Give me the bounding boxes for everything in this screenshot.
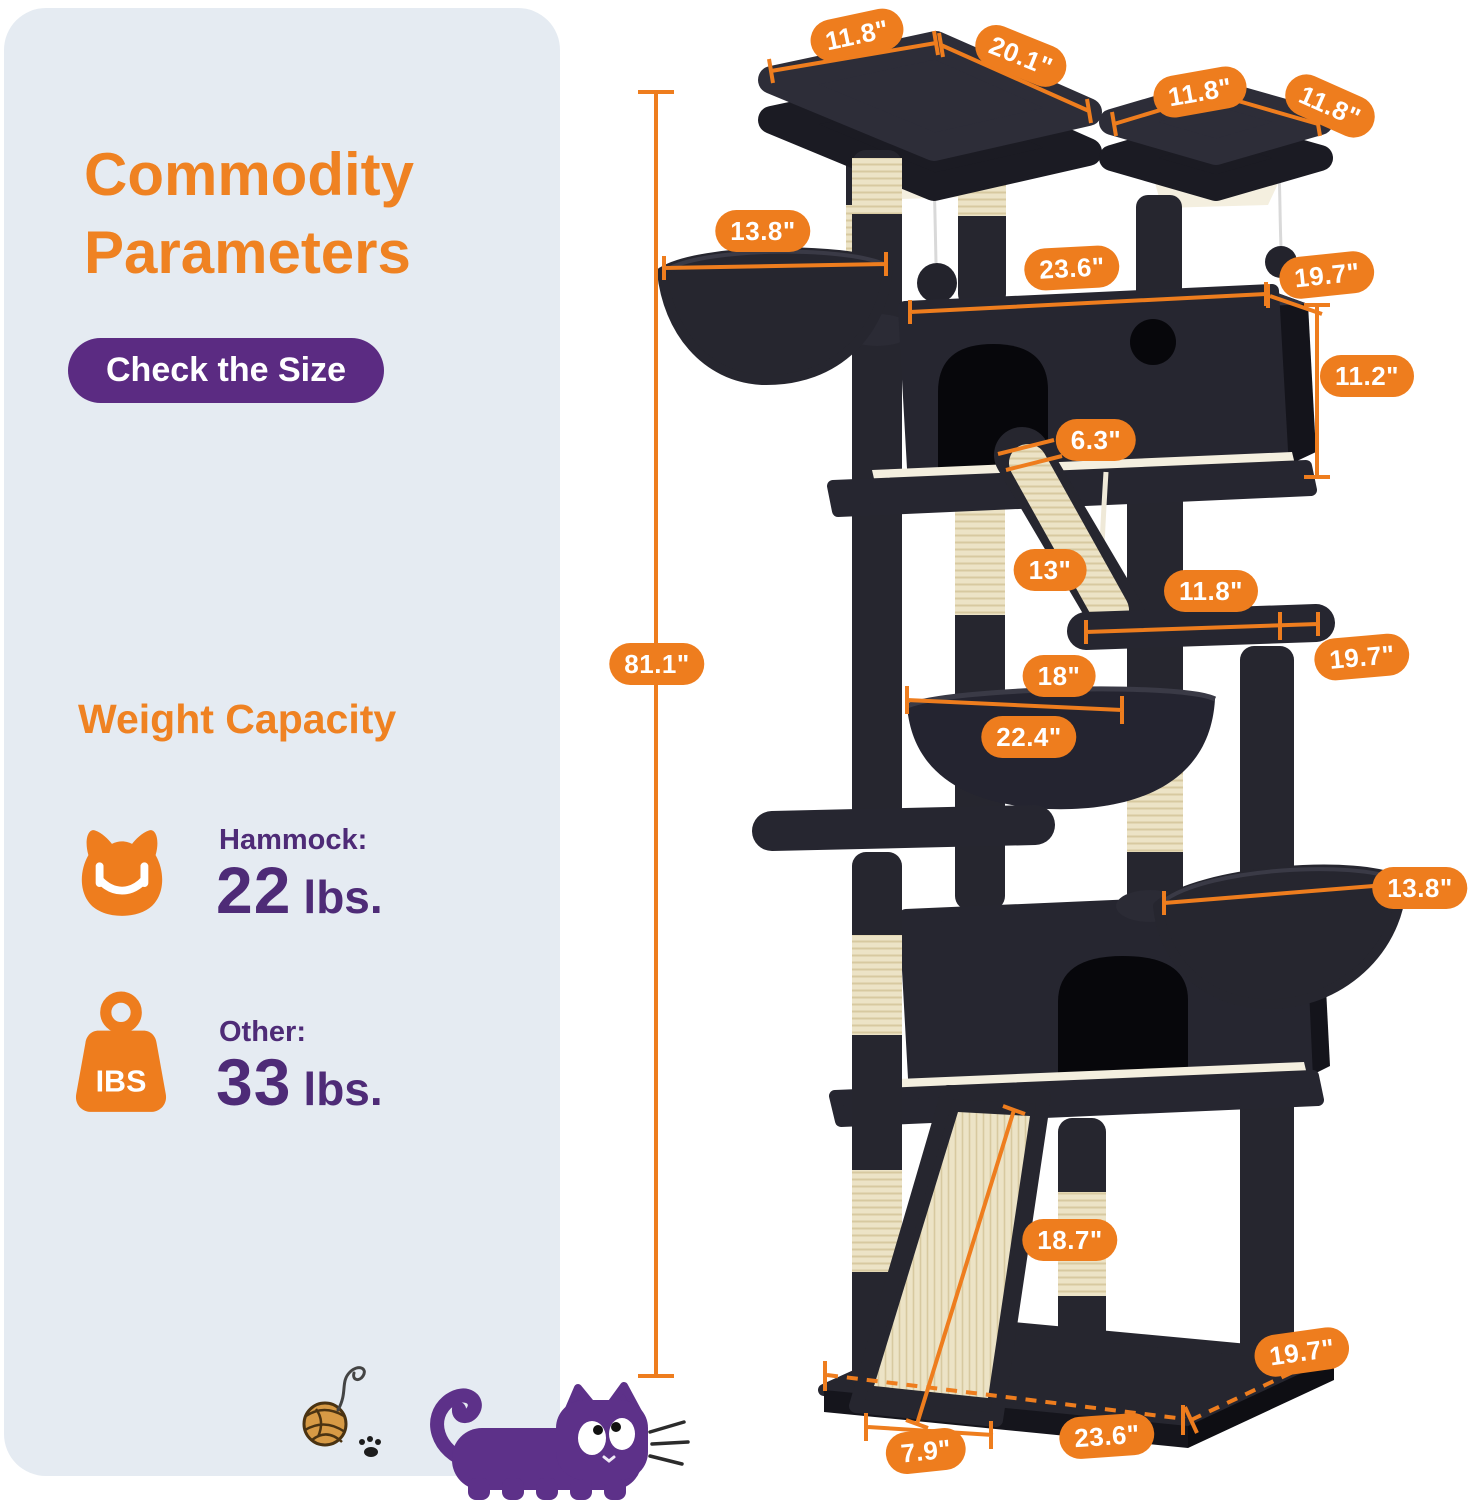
dim-base-depth: 19.7" bbox=[1251, 1324, 1353, 1380]
dim-mid-platform-width: 19.7" bbox=[1312, 631, 1412, 683]
dim-top-platform-depth: 11.8" bbox=[806, 4, 908, 66]
dim-ramp-width: 7.9" bbox=[883, 1425, 969, 1477]
pompom-strings bbox=[930, 111, 1283, 264]
dim-top-platform-width: 20.1" bbox=[968, 18, 1074, 94]
dim-side-basket-width: 13.8" bbox=[1372, 867, 1468, 909]
mid-posts bbox=[955, 480, 1294, 1360]
side-basket bbox=[1116, 864, 1407, 1010]
upper-condo-peephole bbox=[1130, 319, 1176, 365]
title-line-2: Parameters bbox=[84, 219, 411, 286]
hanging-cord bbox=[1096, 471, 1109, 641]
middle-platform bbox=[1067, 604, 1335, 650]
hammock-capacity-unit: lbs. bbox=[303, 871, 383, 923]
lower-condo bbox=[899, 892, 1330, 1103]
other-capacity-unit: lbs. bbox=[303, 1063, 383, 1115]
dim-hammock-width: 22.4" bbox=[981, 716, 1077, 758]
upper-basket bbox=[657, 247, 893, 386]
upper-condo bbox=[827, 284, 1317, 517]
dim-upper-basket-width: 13.8" bbox=[715, 210, 811, 252]
dim-level-gap: 13" bbox=[1013, 549, 1087, 591]
dim-base-width: 23.6" bbox=[1057, 1411, 1157, 1461]
dim-condo-depth: 19.7" bbox=[1277, 249, 1377, 301]
bottom-ramp bbox=[849, 1085, 1051, 1427]
hammock-capacity-number: 22 bbox=[216, 853, 292, 927]
dim-condo-width: 23.6" bbox=[1023, 244, 1121, 292]
hammock-capacity-value: 22 lbs. bbox=[216, 852, 383, 928]
dim-right-perch-width: 11.8" bbox=[1278, 67, 1382, 145]
info-panel: Commodity Parameters Check the Size Weig… bbox=[4, 8, 560, 1476]
other-capacity-value: 33 lbs. bbox=[216, 1044, 383, 1120]
cat-hammock-icon bbox=[81, 830, 163, 916]
upper-ramp bbox=[994, 427, 1146, 646]
lower-condo-door bbox=[1058, 956, 1188, 1076]
dim-total-height: 81.1" bbox=[609, 643, 705, 685]
oval-platform bbox=[752, 805, 1055, 851]
weight-icon-text: IBS bbox=[96, 1065, 147, 1099]
dim-mid-platform-depth: 11.8" bbox=[1164, 570, 1258, 612]
weight-capacity-heading: Weight Capacity bbox=[78, 696, 397, 742]
top-underboards bbox=[858, 120, 1290, 208]
dim-hammock-inner-width: 18" bbox=[1022, 655, 1096, 697]
check-size-badge: Check the Size bbox=[68, 338, 384, 403]
dim-right-perch-depth: 11.8" bbox=[1150, 63, 1250, 121]
lower-boards bbox=[829, 1062, 1324, 1127]
title-line-1: Commodity bbox=[84, 141, 414, 208]
upper-posts bbox=[846, 118, 1182, 310]
dim-ramp-length: 18.7" bbox=[1022, 1219, 1118, 1261]
weight-kettlebell-icon: IBS bbox=[75, 991, 167, 1112]
other-capacity-label: Other: bbox=[219, 1016, 306, 1048]
other-capacity-number: 33 bbox=[216, 1045, 292, 1119]
dim-ramp-top-gap: 6.3" bbox=[1055, 419, 1137, 461]
dim-condo-height: 11.2" bbox=[1320, 355, 1414, 397]
lower-posts bbox=[852, 852, 1106, 1392]
page-title: Commodity Parameters bbox=[84, 136, 414, 292]
hammock-capacity-label: Hammock: bbox=[219, 824, 368, 856]
upper-condo-door bbox=[938, 344, 1048, 484]
left-post bbox=[841, 150, 913, 842]
